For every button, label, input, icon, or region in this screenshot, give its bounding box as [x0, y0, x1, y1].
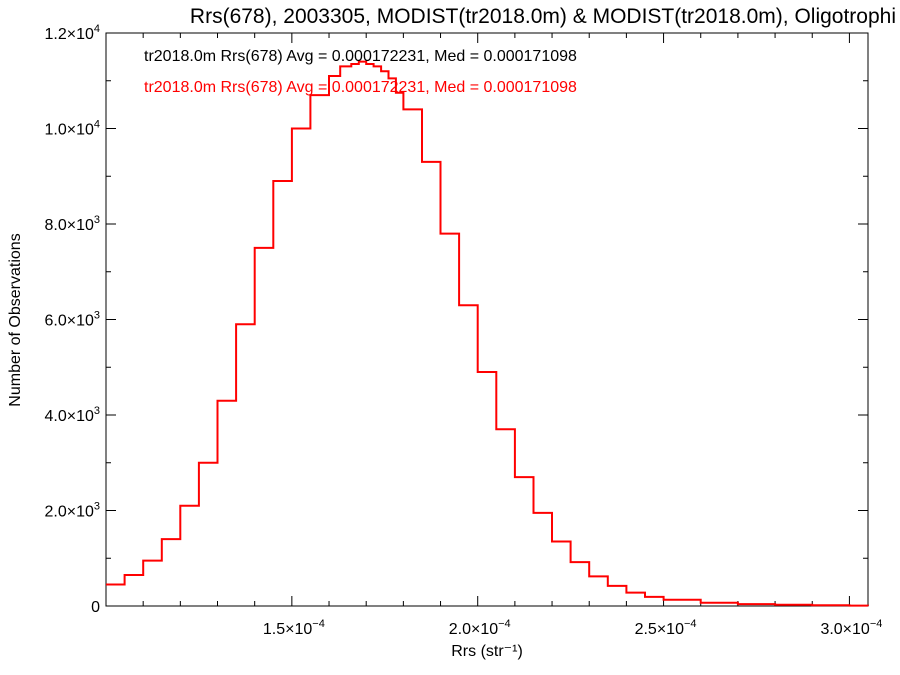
histogram-series-line [106, 60, 869, 607]
plot-frame [105, 32, 869, 607]
x-tick-label: 1.5×10−4 [263, 618, 325, 638]
axis-ticks: 1.5×10−4 2.0×10−4 2.5×10−4 3.0×10−4 0 2.0×103… [44, 23, 882, 638]
y-tick-label: 8.0×103 [44, 214, 100, 234]
y-tick-label: 0 [91, 599, 100, 616]
y-tick-label: 1.2×104 [44, 23, 100, 43]
y-tick-label: 4.0×103 [44, 405, 100, 425]
y-axis-label: Number of Observations [7, 233, 24, 406]
stats-annotation-red: tr2018.0m Rrs(678) Avg = 0.000172231, Me… [144, 79, 577, 96]
stats-annotation-black: tr2018.0m Rrs(678) Avg = 0.000172231, Me… [144, 48, 577, 65]
x-tick-label: 2.5×10−4 [635, 618, 697, 638]
x-axis-label: Rrs (str⁻¹) [451, 643, 523, 660]
y-tick-label: 1.0×104 [44, 119, 100, 139]
y-tick-label: 2.0×103 [44, 501, 100, 521]
x-tick-label: 3.0×10−4 [820, 618, 882, 638]
chart-title: Rrs(678), 2003305, MODIST(tr2018.0m) & M… [190, 5, 896, 28]
x-tick-label: 2.0×10−4 [449, 618, 511, 638]
y-tick-label: 6.0×103 [44, 310, 100, 330]
